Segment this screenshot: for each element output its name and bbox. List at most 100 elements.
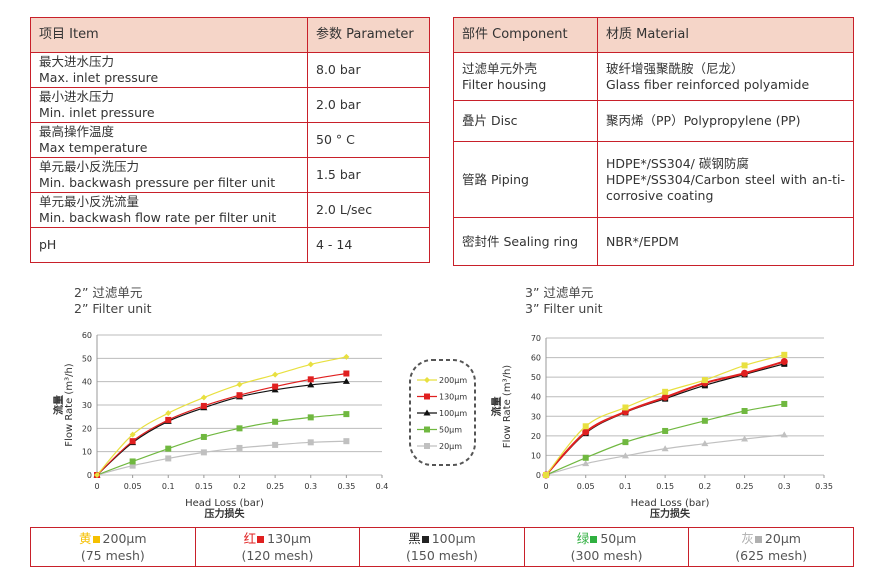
square-marker: [129, 462, 136, 469]
header-item: 项目 Item: [30, 17, 308, 53]
item-en: Min. inlet pressure: [39, 105, 155, 120]
component-line: Filter housing: [462, 76, 547, 92]
x-axis-label-zh: 压力损失: [205, 507, 246, 520]
header-component: 部件 Component: [453, 17, 598, 53]
diamond-marker: [343, 353, 350, 360]
x-tick-label: 0.05: [577, 482, 595, 491]
x-tick-label: 0.25: [266, 482, 284, 491]
square-marker: [165, 416, 172, 423]
spec-value: 2.0 L/sec: [307, 192, 430, 228]
legend-border: [409, 359, 476, 466]
square-marker: [582, 454, 589, 461]
spec-item: pH: [30, 227, 308, 263]
square-marker: [424, 393, 430, 400]
circle-marker: [741, 369, 749, 377]
x-tick-label: 0.4: [376, 482, 389, 491]
mesh-table: 黄 200μm (75 mesh) 红 130μm (120 mesh) 黑 100μm (15…: [30, 527, 854, 567]
color-name: 红: [243, 531, 257, 546]
square-marker: [343, 370, 350, 377]
size: 100μm: [431, 531, 476, 546]
square-marker: [165, 455, 172, 462]
color-swatch: [590, 536, 598, 543]
x-axis-label: Head Loss (bar): [631, 498, 710, 509]
legend-label: 50μm: [439, 426, 462, 435]
material-row: 过滤单元外壳 Filter housing 玻纤增强聚酰胺（尼龙） Glass fib…: [453, 52, 854, 101]
chart-3-title-en: 3” Filter unit: [525, 301, 603, 316]
x-axis-label-zh: 压力损失: [650, 507, 691, 520]
specification-table: 项目 Item 参数 Parameter 最大进水压力 Max. inlet pre…: [30, 17, 430, 263]
diamond-marker: [307, 361, 314, 368]
item-zh: 最高操作温度: [39, 124, 115, 139]
square-marker: [781, 400, 788, 407]
material-table: 部件 Component 材质 Material 过滤单元外壳 Filter hou…: [453, 17, 854, 266]
square-marker: [200, 402, 207, 409]
square-marker: [662, 427, 669, 434]
material-line: HDPE*/SS304/ 碳钢防腐: [606, 155, 749, 171]
square-marker: [424, 426, 430, 433]
series-line: [96, 356, 347, 476]
square-marker: [343, 438, 350, 445]
color-swatch: [754, 536, 762, 543]
spec-item: 最高操作温度 Max temperature: [30, 122, 308, 158]
color-name: 灰: [741, 531, 754, 546]
spec-value: 2.0 bar: [307, 87, 430, 123]
y-tick-label: 70: [531, 334, 541, 343]
size: 130μm: [267, 531, 312, 546]
diamond-marker: [200, 394, 207, 401]
square-marker: [236, 392, 243, 399]
triangle-marker: [307, 381, 315, 388]
material: 玻纤增强聚酰胺（尼龙） Glass fiber reinforced polyam…: [597, 52, 854, 101]
material-line: Glass fiber reinforced polyamide: [606, 76, 810, 92]
x-tick-label: 0.1: [619, 482, 632, 491]
y-tick-label: 40: [531, 393, 541, 402]
item-en: Min. backwash flow rate per filter unit: [39, 210, 277, 225]
color-swatch: [92, 536, 100, 543]
x-axis-label: Head Loss (bar): [185, 498, 264, 509]
square-marker: [129, 458, 136, 465]
chart-2-title: 2” 过滤单元 2” Filter unit: [74, 285, 152, 317]
square-marker: [622, 404, 629, 411]
spec-row: pH 4 - 14: [30, 227, 430, 263]
square-marker: [741, 408, 748, 415]
y-tick-label: 0: [536, 471, 541, 480]
diamond-marker: [272, 371, 279, 378]
item-en: Min. backwash pressure per filter unit: [39, 175, 276, 190]
mesh-cell: 红 130μm (120 mesh): [194, 527, 361, 567]
square-marker: [272, 418, 279, 425]
square-marker: [200, 433, 207, 440]
series-50μm: [543, 400, 788, 478]
header-parameter: 参数 Parameter: [307, 17, 430, 53]
mesh-cell: 灰 20μm (625 mesh): [688, 527, 854, 567]
x-tick-label: 0: [543, 482, 548, 491]
square-marker: [343, 411, 350, 418]
square-marker: [200, 449, 207, 456]
square-marker: [701, 417, 708, 424]
component-line: 过滤单元外壳: [462, 60, 538, 76]
square-marker: [272, 383, 279, 390]
series-line: [96, 440, 347, 476]
y-tick-label: 20: [82, 424, 92, 433]
legend-label: 130μm: [439, 393, 467, 402]
item-zh: 单元最小反洗压力: [39, 159, 140, 174]
square-marker: [781, 351, 788, 358]
square-marker: [272, 441, 279, 448]
square-marker: [622, 439, 629, 446]
chart-2-title-en: 2” Filter unit: [74, 301, 152, 316]
square-marker: [741, 362, 748, 369]
x-tick-label: 0.2: [233, 482, 246, 491]
spec-row: 最小进水压力 Min. inlet pressure 2.0 bar: [30, 87, 430, 123]
mesh-cell: 黄 200μm (75 mesh): [30, 527, 196, 567]
y-tick-label: 10: [531, 451, 541, 460]
color-swatch: [421, 536, 429, 543]
mesh: (150 mesh): [406, 548, 478, 563]
x-tick-label: 0.15: [656, 482, 674, 491]
chart-2-title-zh: 2” 过滤单元: [74, 285, 143, 300]
mesh: (625 mesh): [735, 548, 808, 563]
series-line: [545, 360, 785, 476]
x-tick-label: 0.25: [736, 482, 754, 491]
y-tick-label: 30: [531, 412, 541, 421]
circle-marker: [780, 357, 788, 365]
chart-0: 0 10 20 30 40 50 60 0 0.05 0.1 0.15 0.2 0.25 0.3 0.35 0…: [52, 331, 388, 520]
size: 200μm: [102, 531, 147, 546]
